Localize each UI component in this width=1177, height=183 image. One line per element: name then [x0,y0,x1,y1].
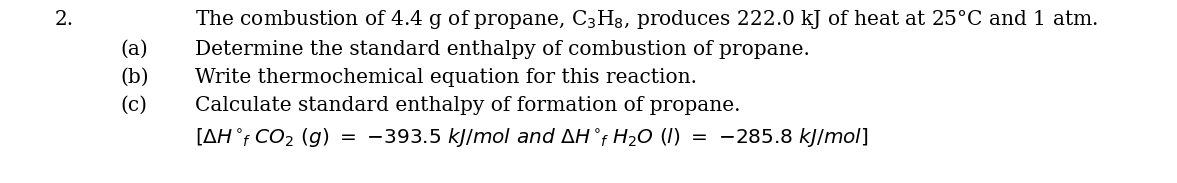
Text: Write thermochemical equation for this reaction.: Write thermochemical equation for this r… [195,68,697,87]
Text: Determine the standard enthalpy of combustion of propane.: Determine the standard enthalpy of combu… [195,40,810,59]
Text: (b): (b) [120,68,148,87]
Text: $\mathit{[\Delta H{^\circ}_{\!\!f}\ CO_2\ (g)\ =\ {-}393.5\ kJ/mol\ and\ \Delta : $\mathit{[\Delta H{^\circ}_{\!\!f}\ CO_2… [195,126,869,149]
Text: (c): (c) [120,96,147,115]
Text: (a): (a) [120,40,148,59]
Text: The combustion of 4.4 g of propane, C$_3$H$_8$, produces 222.0 kJ of heat at 25°: The combustion of 4.4 g of propane, C$_3… [195,8,1098,31]
Text: 2.: 2. [55,10,74,29]
Text: Calculate standard enthalpy of formation of propane.: Calculate standard enthalpy of formation… [195,96,740,115]
